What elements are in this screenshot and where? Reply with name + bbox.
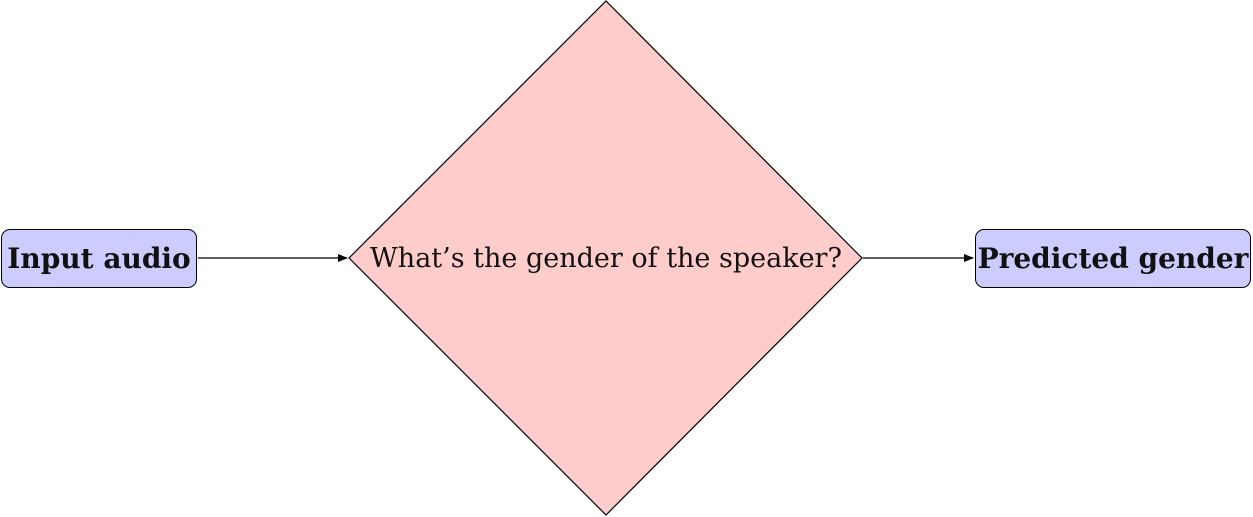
input-audio-label: Input audio [7, 242, 191, 275]
decision-diamond [348, 0, 863, 516]
input-audio-node: Input audio [1, 229, 197, 288]
predicted-gender-node: Predicted gender [975, 229, 1251, 288]
decision-question-label: What’s the gender of the speaker? [370, 242, 842, 274]
predicted-gender-label: Predicted gender [977, 242, 1249, 275]
